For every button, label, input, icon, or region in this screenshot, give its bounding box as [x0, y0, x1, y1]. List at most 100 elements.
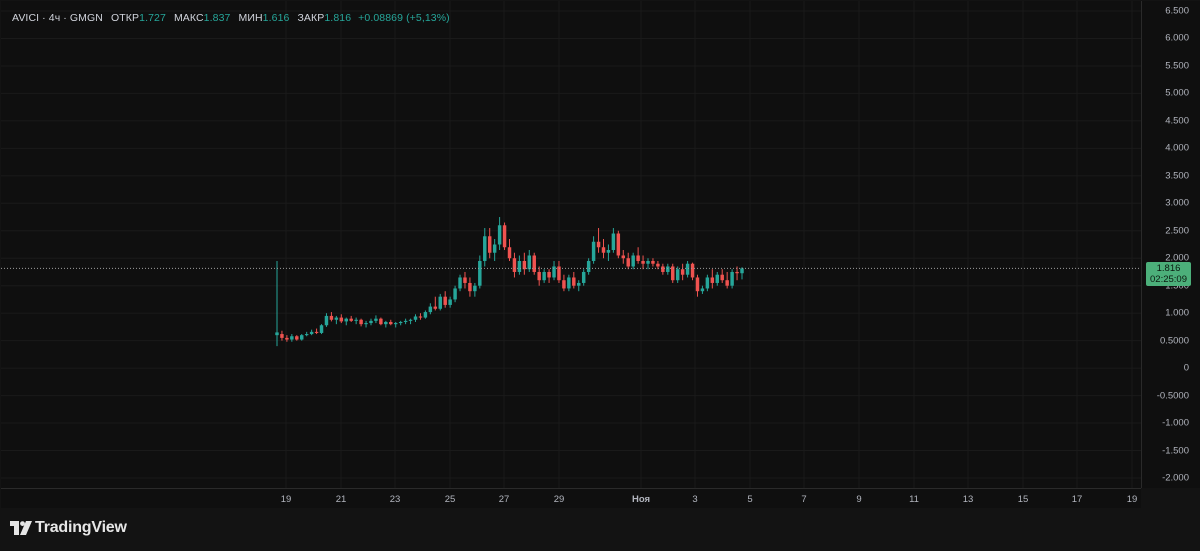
candle[interactable] [606, 244, 611, 261]
candle[interactable] [651, 258, 655, 267]
candle[interactable] [685, 260, 690, 278]
candle[interactable] [453, 285, 457, 303]
candle[interactable] [680, 263, 685, 281]
chart-pane[interactable]: AVICI · 4ч · GMGN ОТКР1.727 МАКС1.837 МИ… [1, 1, 1141, 488]
candle[interactable] [443, 291, 447, 308]
candle[interactable] [344, 317, 348, 326]
candle[interactable] [473, 282, 477, 297]
tradingview-logo-icon[interactable] [10, 521, 32, 535]
candle[interactable] [428, 303, 433, 315]
candle[interactable] [408, 318, 413, 325]
candle[interactable] [700, 285, 705, 294]
legend-symbol[interactable]: AVICI · 4ч · GMGN [12, 12, 103, 24]
candle[interactable] [492, 239, 497, 261]
candle[interactable] [695, 274, 700, 297]
candle[interactable] [290, 334, 294, 342]
candle[interactable] [359, 318, 363, 327]
candle[interactable] [611, 228, 616, 253]
candle[interactable] [641, 255, 645, 270]
candle[interactable] [631, 252, 635, 270]
candle[interactable] [458, 274, 462, 292]
candle[interactable] [304, 331, 309, 337]
candle[interactable] [413, 314, 418, 322]
tradingview-brand[interactable]: TradingView [35, 519, 127, 536]
candle[interactable] [487, 228, 492, 259]
candle[interactable] [324, 313, 329, 327]
candle[interactable] [393, 321, 398, 328]
candle[interactable] [334, 315, 339, 325]
candle[interactable] [725, 271, 729, 289]
candle[interactable] [275, 260, 279, 347]
candle[interactable] [369, 318, 373, 326]
candle[interactable] [329, 312, 334, 322]
candle[interactable] [636, 247, 640, 264]
candle[interactable] [675, 266, 680, 283]
candle[interactable] [671, 263, 675, 283]
candle[interactable] [532, 252, 536, 275]
candle[interactable] [349, 315, 353, 322]
candle[interactable] [666, 263, 670, 275]
candle[interactable] [463, 271, 467, 289]
candle[interactable] [433, 296, 438, 311]
candle[interactable] [567, 274, 571, 292]
candle[interactable] [280, 330, 284, 341]
candle[interactable] [740, 267, 744, 280]
candle[interactable] [591, 236, 596, 264]
candlestick-chart[interactable] [1, 1, 1141, 488]
candle[interactable] [552, 260, 556, 281]
candle[interactable] [542, 269, 546, 283]
candle[interactable] [557, 260, 561, 283]
candle[interactable] [656, 260, 660, 270]
candle[interactable] [646, 258, 650, 270]
candle[interactable] [537, 266, 541, 286]
candle[interactable] [364, 320, 368, 328]
candle[interactable] [300, 334, 304, 341]
candle[interactable] [389, 319, 393, 326]
candle[interactable] [577, 280, 581, 292]
candle[interactable] [478, 255, 482, 289]
candle[interactable] [690, 262, 695, 281]
candle[interactable] [309, 329, 314, 336]
candle[interactable] [285, 335, 289, 342]
candle[interactable] [621, 249, 626, 264]
candle[interactable] [715, 271, 719, 286]
candle[interactable] [586, 258, 591, 275]
candle[interactable] [319, 324, 324, 335]
candle[interactable] [384, 320, 388, 328]
candle[interactable] [720, 269, 724, 283]
candle[interactable] [616, 230, 621, 259]
time-axis[interactable]: 19 21 23 25 27 29 Ноя 3 5 7 9 11 13 15 17 19 [1, 488, 1141, 509]
candle[interactable] [483, 228, 487, 267]
candle[interactable] [705, 274, 710, 292]
candle[interactable] [438, 293, 442, 311]
candle[interactable] [497, 217, 502, 250]
candle[interactable] [581, 269, 586, 286]
candle[interactable] [339, 314, 344, 324]
candle[interactable] [374, 315, 378, 324]
candle[interactable] [398, 320, 403, 326]
candle[interactable] [418, 313, 423, 320]
candle[interactable] [596, 228, 601, 253]
candle[interactable] [314, 328, 319, 335]
candle[interactable] [626, 252, 630, 270]
candle[interactable] [661, 263, 665, 275]
candle[interactable] [295, 335, 299, 341]
candle[interactable] [423, 310, 428, 319]
candle[interactable] [507, 239, 512, 261]
candle[interactable] [562, 274, 566, 292]
candle[interactable] [522, 252, 527, 275]
candle[interactable] [730, 269, 734, 289]
candle[interactable] [572, 271, 576, 289]
candle[interactable] [710, 269, 715, 289]
candle[interactable] [517, 255, 522, 275]
price-axis[interactable]: 6.500 6.000 5.500 5.000 4.500 4.000 3.500 3.000… [1141, 1, 1200, 488]
candle[interactable] [502, 222, 507, 250]
candle[interactable] [403, 318, 408, 325]
candle[interactable] [601, 239, 606, 259]
candle[interactable] [448, 296, 452, 308]
candle[interactable] [468, 277, 472, 297]
candle[interactable] [547, 269, 551, 283]
candle[interactable] [354, 317, 358, 325]
candle[interactable] [379, 317, 383, 326]
candle[interactable] [512, 252, 517, 278]
